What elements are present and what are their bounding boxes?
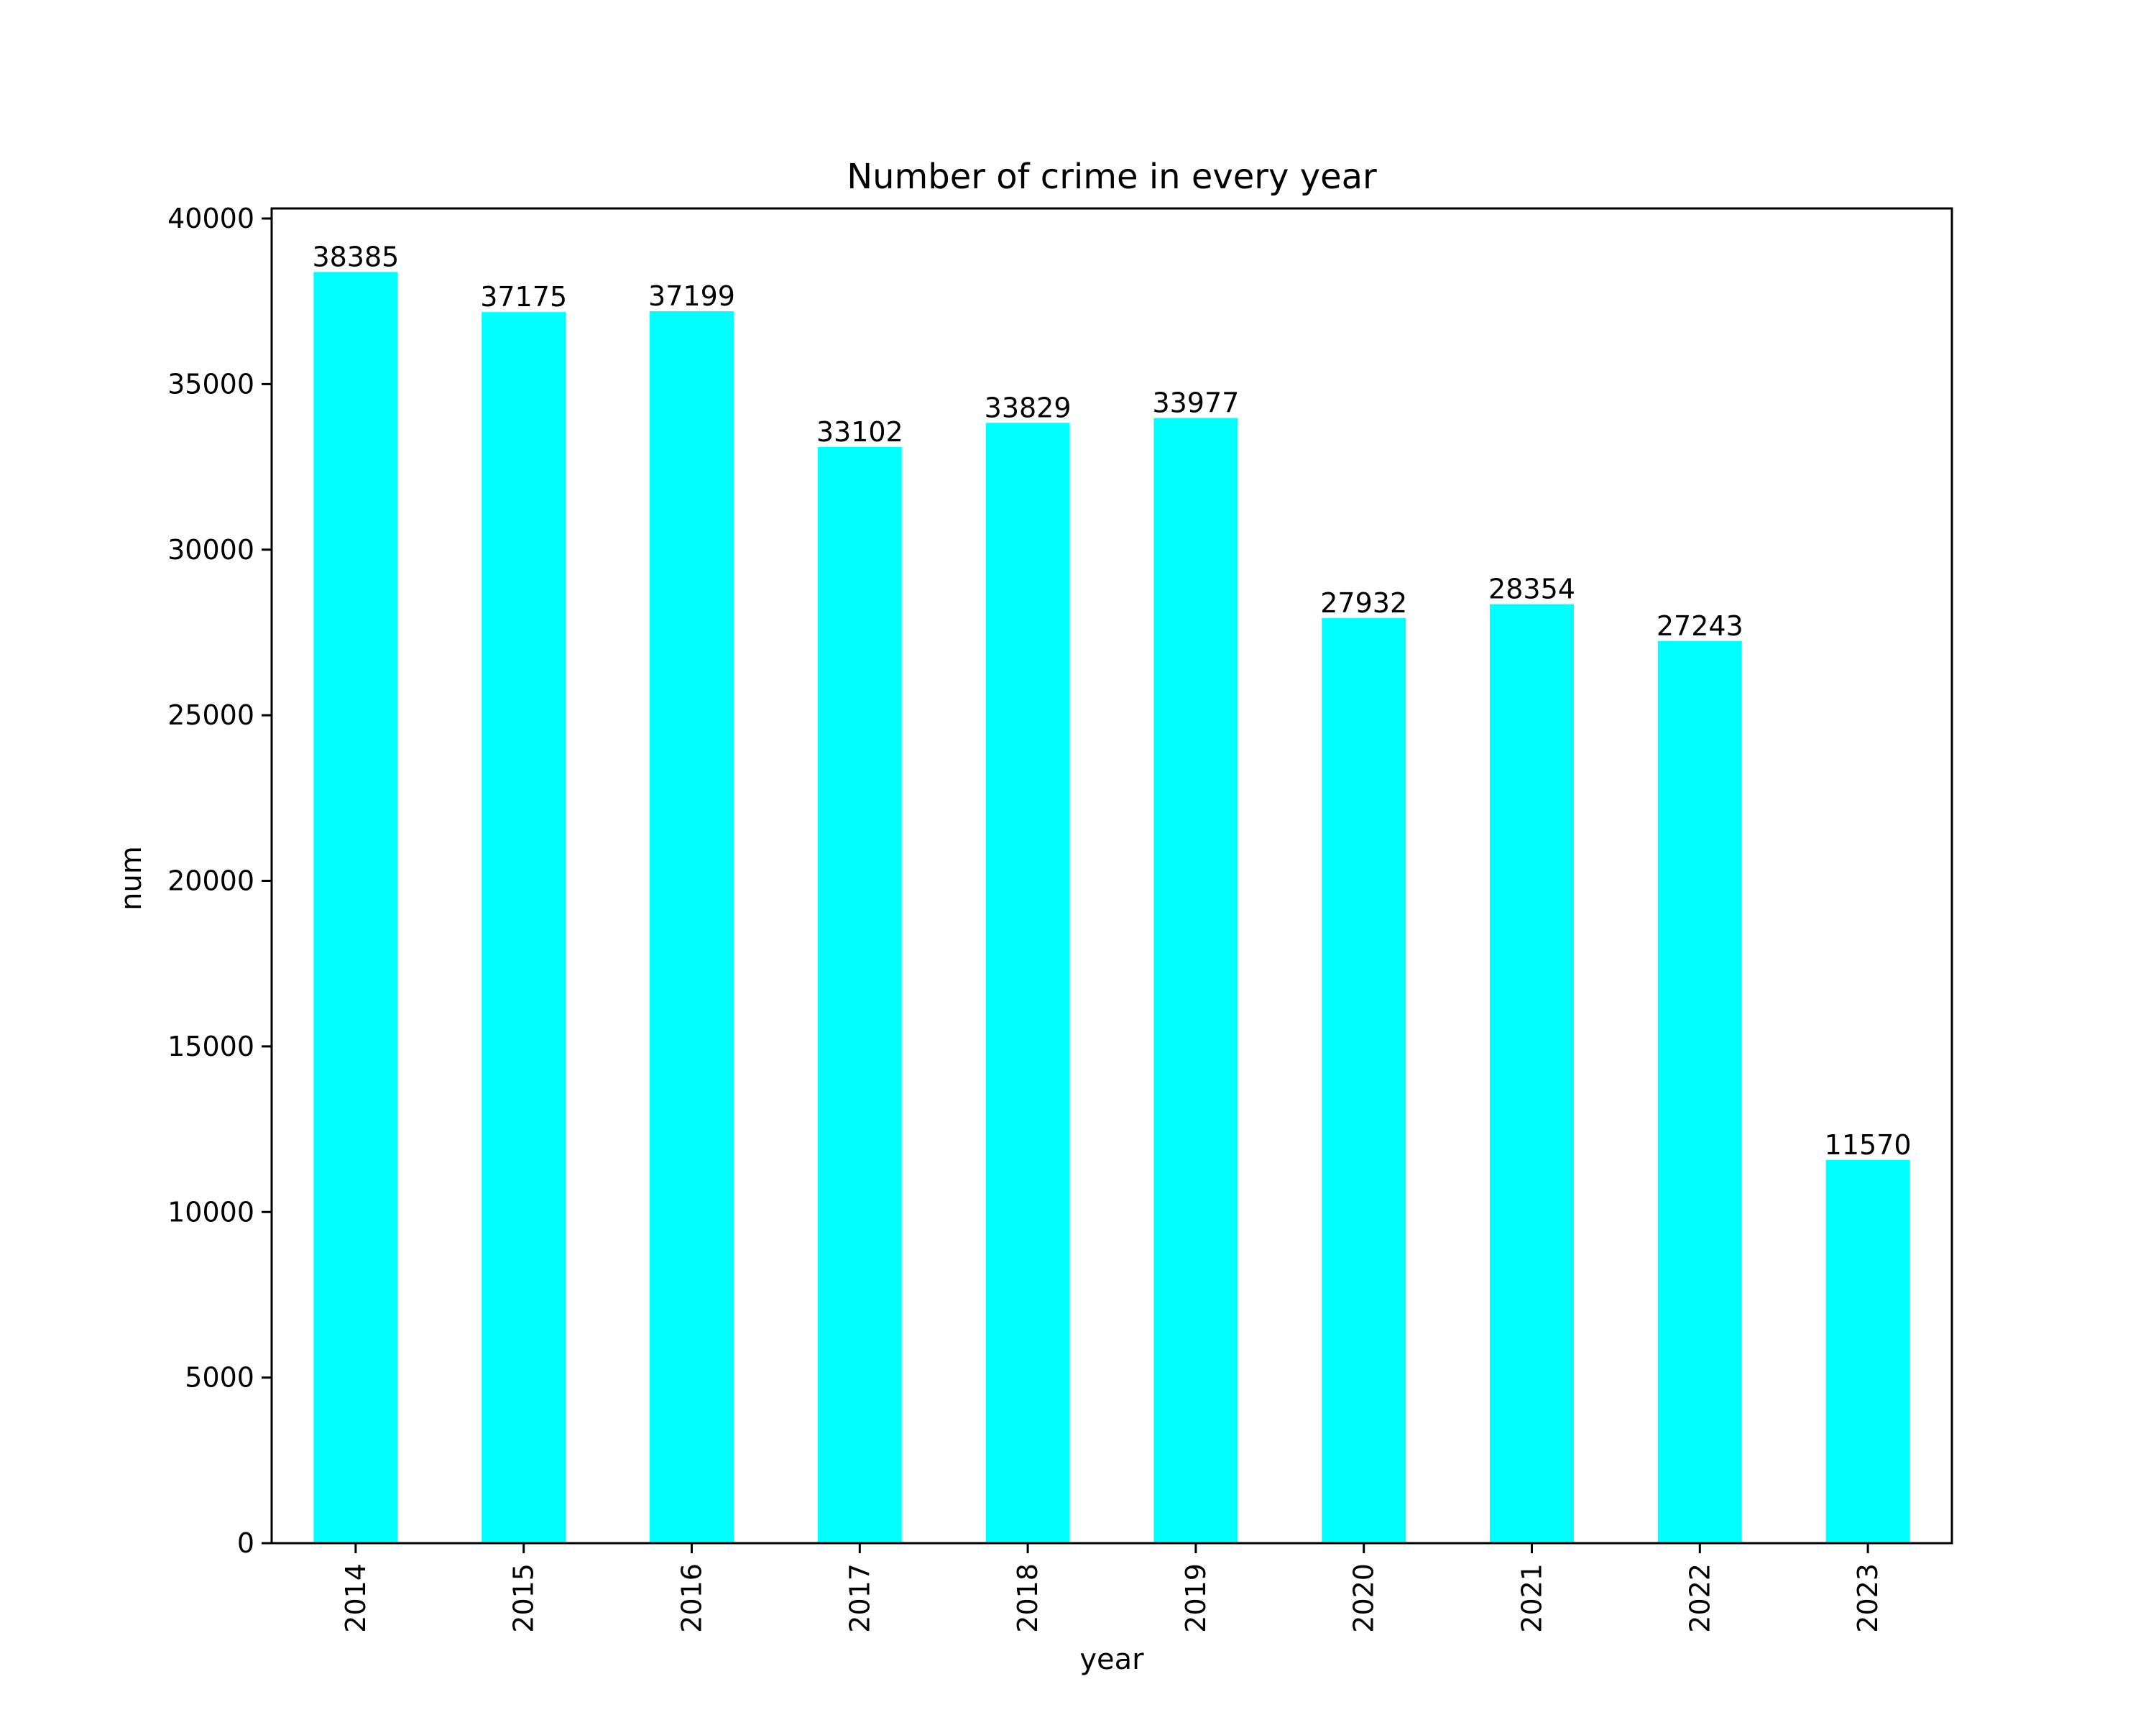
data-label-2017: 33102 <box>816 416 903 448</box>
y-tick-label-35000: 35000 <box>167 368 254 400</box>
data-label-2016: 37199 <box>648 280 735 312</box>
x-tick-label-2018: 2018 <box>1012 1563 1044 1633</box>
bar-2019 <box>1153 418 1238 1543</box>
x-tick-label-2019: 2019 <box>1180 1563 1212 1633</box>
data-label-2020: 27932 <box>1320 587 1407 619</box>
y-tick-label-0: 0 <box>237 1527 254 1559</box>
x-axis-ticks: 2014 2015 2016 2017 2018 2019 2020 2021 2022 2023 <box>340 1543 1884 1633</box>
data-label-2022: 27243 <box>1657 610 1743 642</box>
data-labels-group: 38385 37175 37199 33102 33829 33977 27932 28354… <box>312 241 1911 1160</box>
x-tick-label-2022: 2022 <box>1684 1563 1715 1633</box>
y-axis-label: num <box>115 846 148 911</box>
x-tick-label-2016: 2016 <box>676 1563 708 1633</box>
data-label-2021: 28354 <box>1488 574 1575 605</box>
x-tick-label-2015: 2015 <box>508 1563 540 1633</box>
bar-2016 <box>650 311 734 1543</box>
y-tick-label-5000: 5000 <box>185 1362 254 1394</box>
y-tick-label-15000: 15000 <box>167 1031 254 1062</box>
y-tick-label-40000: 40000 <box>167 203 254 234</box>
data-label-2015: 37175 <box>480 281 567 313</box>
bars-group <box>313 272 1910 1543</box>
x-tick-label-2020: 2020 <box>1348 1563 1380 1633</box>
y-tick-label-10000: 10000 <box>167 1196 254 1228</box>
y-tick-label-30000: 30000 <box>167 534 254 566</box>
bar-2020 <box>1322 618 1406 1543</box>
plot-area: 38385 37175 37199 33102 33829 33977 27932 28354… <box>167 203 1953 1633</box>
x-tick-label-2023: 2023 <box>1852 1563 1884 1633</box>
y-axis-ticks: 0 5000 10000 15000 20000 25000 30000 35000 40000 <box>167 203 272 1559</box>
data-label-2019: 33977 <box>1152 387 1239 419</box>
x-tick-label-2017: 2017 <box>844 1563 875 1633</box>
y-tick-label-25000: 25000 <box>167 699 254 731</box>
y-tick-label-20000: 20000 <box>167 865 254 897</box>
data-label-2018: 33829 <box>985 392 1072 423</box>
bar-2014 <box>313 272 398 1543</box>
chart-title: Number of crime in every year <box>847 157 1377 197</box>
bar-2021 <box>1490 604 1574 1543</box>
bar-2015 <box>482 312 566 1543</box>
data-label-2023: 11570 <box>1825 1129 1912 1161</box>
x-tick-label-2014: 2014 <box>340 1563 372 1633</box>
x-axis-label: year <box>1079 1643 1144 1676</box>
bar-2023 <box>1825 1159 1910 1543</box>
bar-2018 <box>985 423 1070 1543</box>
bar-2022 <box>1657 640 1742 1543</box>
plot-frame <box>270 207 1953 1545</box>
x-tick-label-2021: 2021 <box>1516 1563 1548 1633</box>
bar-2017 <box>817 446 902 1543</box>
data-label-2014: 38385 <box>312 241 399 272</box>
